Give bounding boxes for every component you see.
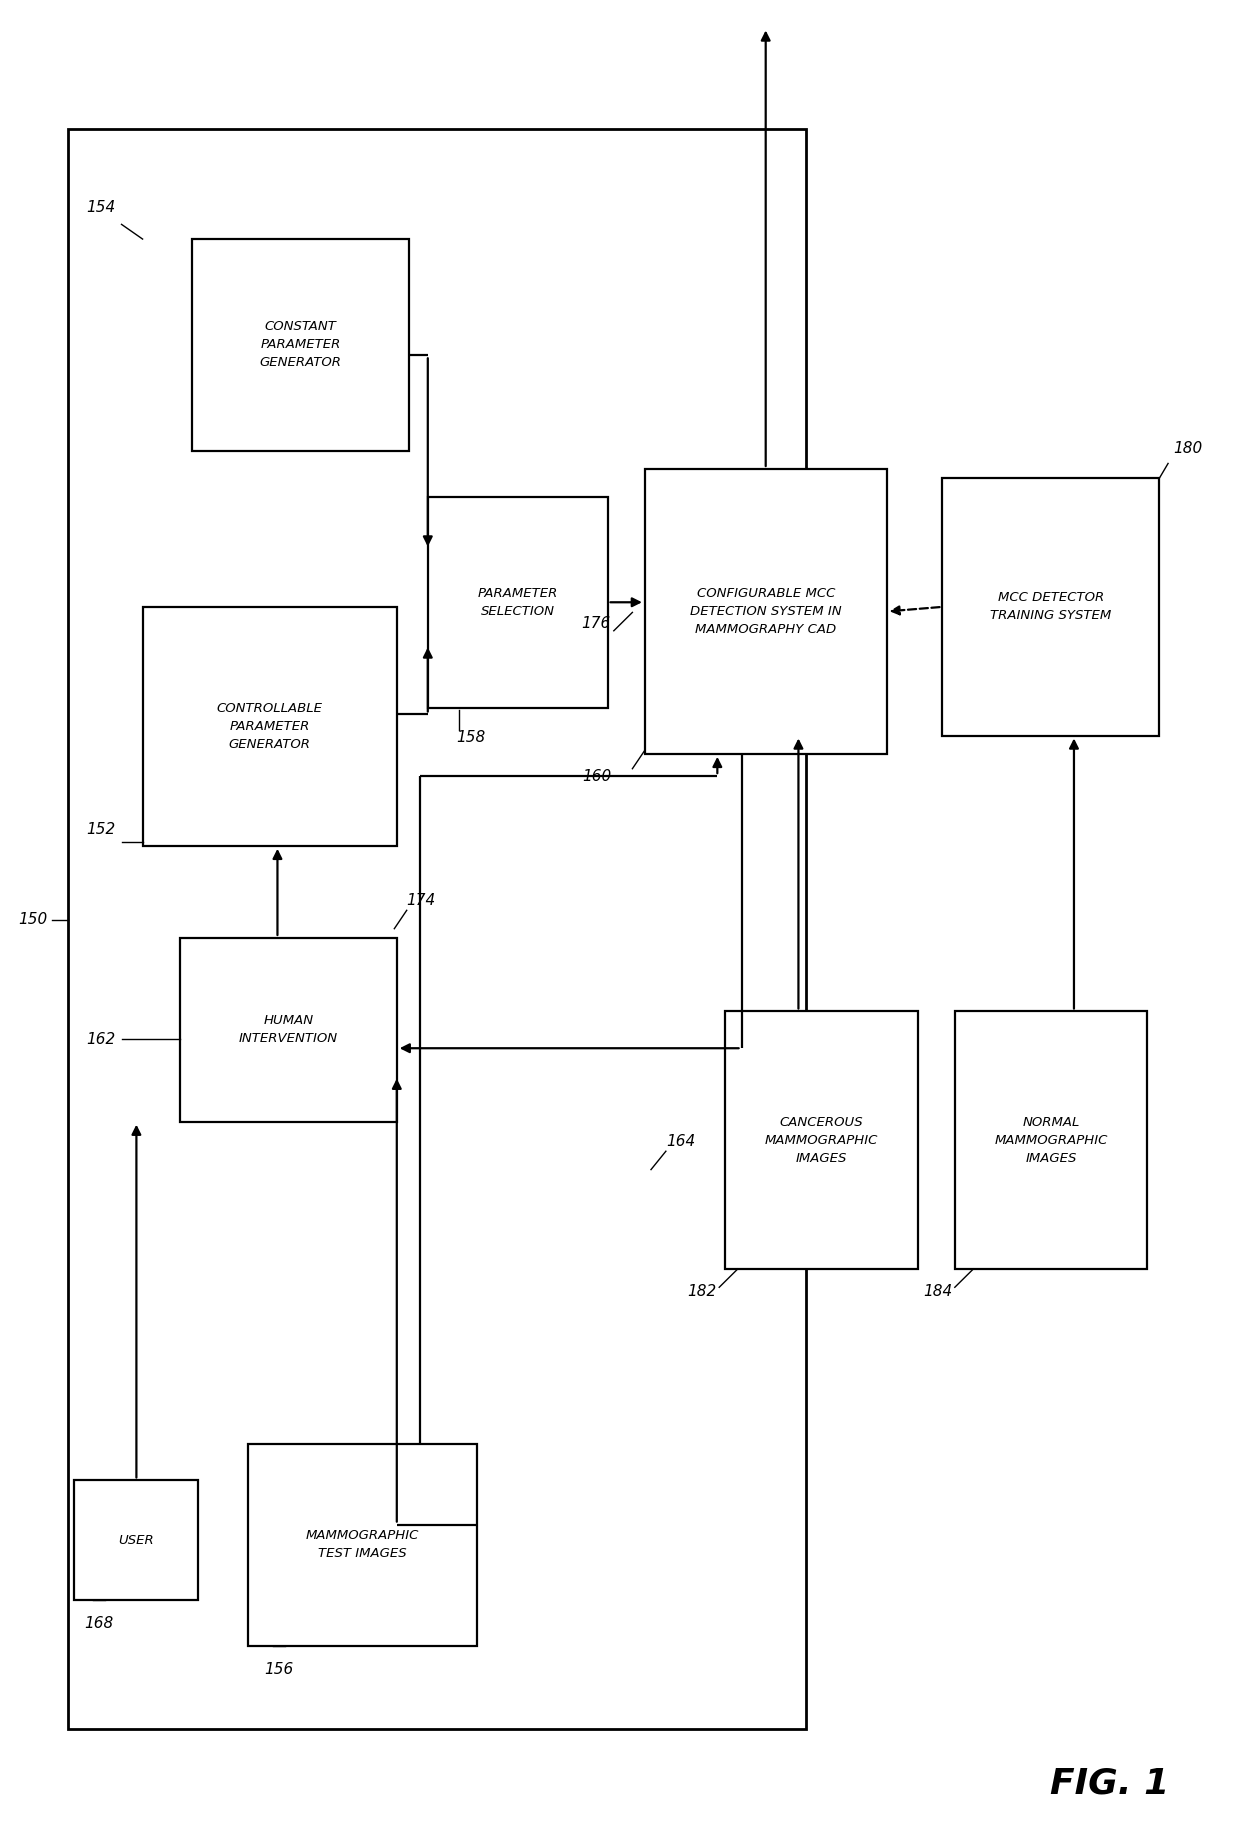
FancyBboxPatch shape [74, 1480, 198, 1600]
Text: USER: USER [119, 1534, 154, 1547]
Text: 152: 152 [86, 822, 115, 837]
Text: 160: 160 [582, 769, 611, 783]
FancyBboxPatch shape [725, 1011, 918, 1269]
FancyBboxPatch shape [428, 497, 608, 708]
FancyBboxPatch shape [180, 938, 397, 1122]
Text: 162: 162 [86, 1032, 115, 1046]
FancyBboxPatch shape [143, 607, 397, 846]
Text: CONFIGURABLE MCC
DETECTION SYSTEM IN
MAMMOGRAPHY CAD: CONFIGURABLE MCC DETECTION SYSTEM IN MAM… [689, 587, 842, 636]
Text: NORMAL
MAMMOGRAPHIC
IMAGES: NORMAL MAMMOGRAPHIC IMAGES [994, 1116, 1107, 1164]
Text: 180: 180 [1173, 441, 1203, 456]
Text: MCC DETECTOR
TRAINING SYSTEM: MCC DETECTOR TRAINING SYSTEM [991, 592, 1111, 622]
Text: PARAMETER
SELECTION: PARAMETER SELECTION [477, 587, 558, 618]
Text: 184: 184 [923, 1284, 952, 1298]
Text: 174: 174 [407, 894, 436, 908]
Text: 156: 156 [264, 1662, 294, 1677]
Text: CANCEROUS
MAMMOGRAPHIC
IMAGES: CANCEROUS MAMMOGRAPHIC IMAGES [765, 1116, 878, 1164]
Text: 182: 182 [687, 1284, 717, 1298]
Text: CONSTANT
PARAMETER
GENERATOR: CONSTANT PARAMETER GENERATOR [259, 320, 342, 370]
FancyBboxPatch shape [192, 239, 409, 451]
Text: 150: 150 [17, 912, 47, 927]
Text: 158: 158 [456, 730, 486, 745]
Text: FIG. 1: FIG. 1 [1050, 1767, 1169, 1800]
FancyBboxPatch shape [248, 1444, 477, 1646]
FancyBboxPatch shape [955, 1011, 1147, 1269]
FancyBboxPatch shape [942, 478, 1159, 736]
Text: 176: 176 [580, 616, 610, 631]
Text: MAMMOGRAPHIC
TEST IMAGES: MAMMOGRAPHIC TEST IMAGES [306, 1530, 419, 1559]
Text: 168: 168 [84, 1616, 114, 1631]
Text: CONTROLLABLE
PARAMETER
GENERATOR: CONTROLLABLE PARAMETER GENERATOR [217, 702, 322, 750]
Text: HUMAN
INTERVENTION: HUMAN INTERVENTION [239, 1015, 337, 1045]
FancyBboxPatch shape [645, 469, 887, 754]
Text: 154: 154 [86, 200, 115, 215]
Text: 164: 164 [666, 1135, 696, 1149]
